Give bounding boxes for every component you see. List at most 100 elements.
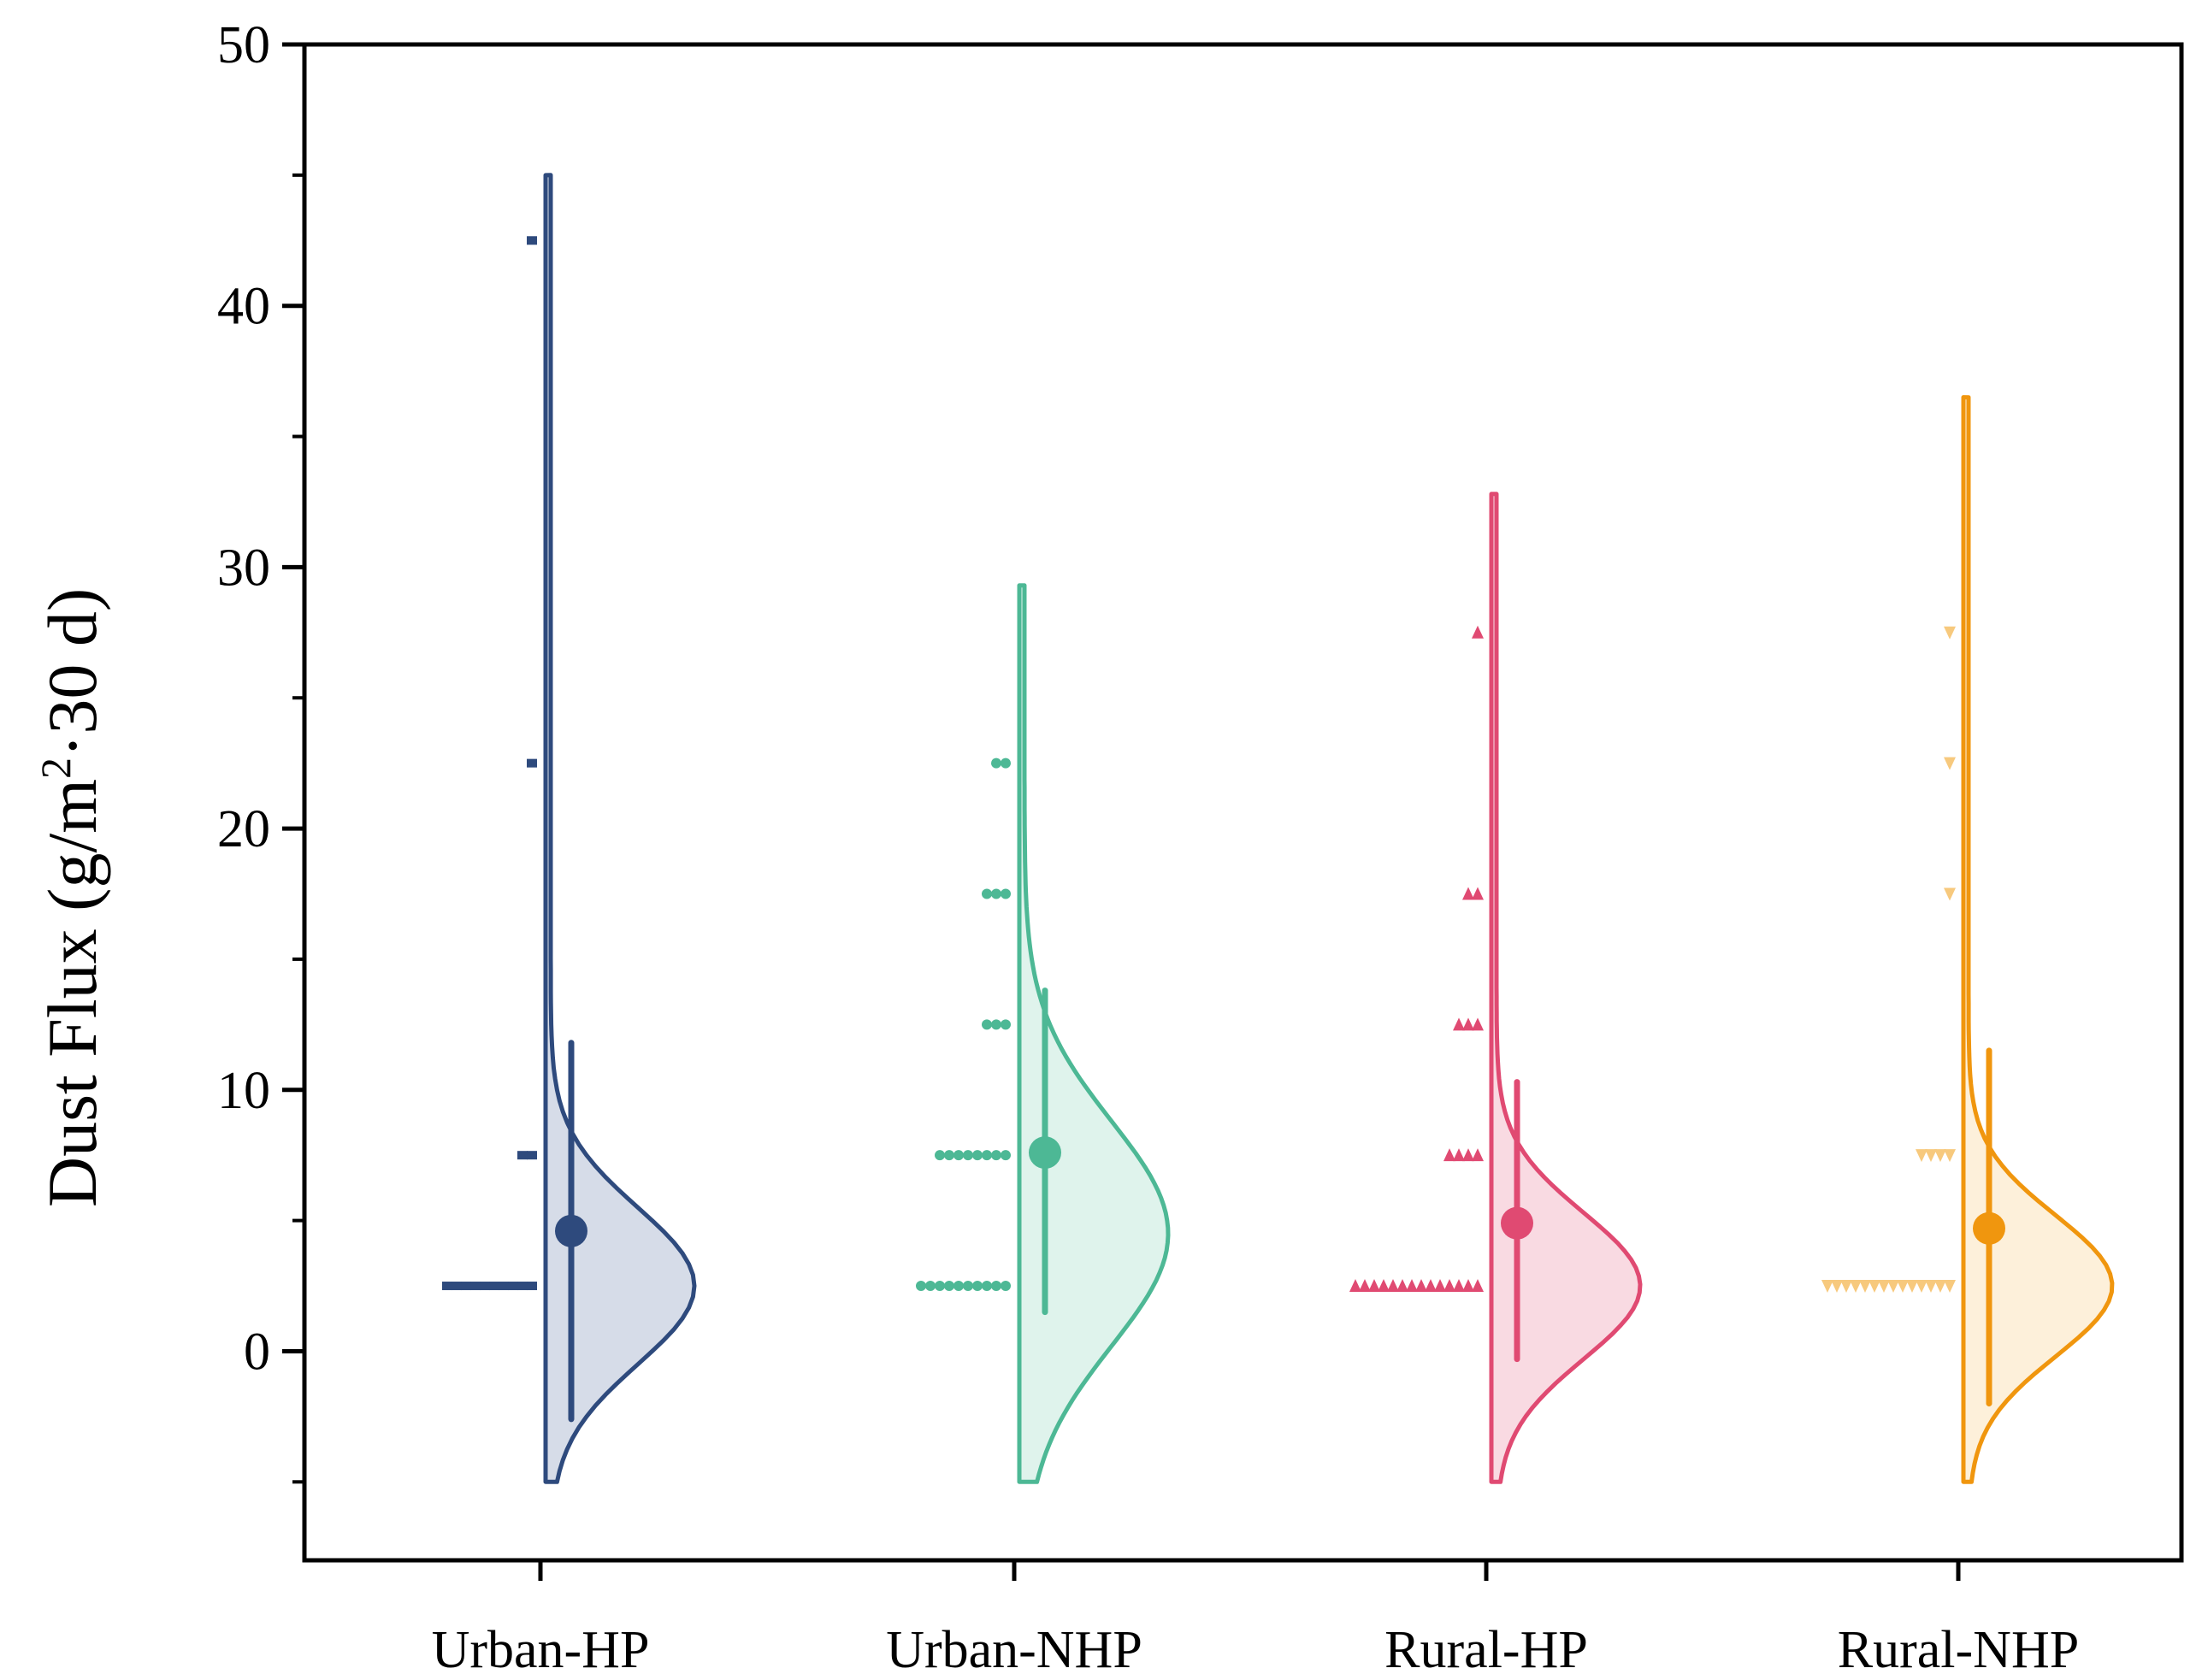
data-point — [499, 1282, 509, 1291]
data-point — [489, 1282, 499, 1291]
data-point — [991, 1019, 1001, 1030]
x-tick-label: Rural-HP — [1384, 1621, 1588, 1679]
violin-group-urban-nhp — [916, 583, 1171, 1484]
y-tick-label: 50 — [217, 16, 270, 74]
data-point — [470, 1282, 481, 1291]
data-point — [1396, 1279, 1408, 1293]
data-point — [527, 236, 537, 245]
data-point — [935, 1281, 945, 1292]
data-point — [527, 1151, 537, 1160]
data-point — [1443, 1148, 1455, 1162]
violin-group-rural-nhp — [1821, 395, 2115, 1484]
data-point — [1406, 1279, 1418, 1293]
data-point — [1472, 1017, 1484, 1031]
data-point — [982, 1281, 992, 1292]
violin-group-rural-hp — [1349, 492, 1643, 1484]
data-point — [916, 1281, 926, 1292]
data-point — [944, 1150, 954, 1161]
y-axis-title-end: ·30 d) — [33, 588, 111, 757]
y-tick-label: 40 — [217, 278, 270, 336]
data-point — [1859, 1280, 1871, 1294]
data-point — [527, 1282, 537, 1291]
data-point — [1443, 1279, 1455, 1293]
data-point — [944, 1281, 954, 1292]
data-point — [1472, 1148, 1484, 1162]
data-point — [1462, 1017, 1474, 1031]
data-point — [1462, 1279, 1474, 1293]
data-point — [972, 1281, 983, 1292]
violin-groups — [442, 173, 2115, 1484]
data-point — [1349, 1279, 1361, 1293]
data-point — [517, 1282, 528, 1291]
mean-point — [1029, 1136, 1061, 1170]
data-point — [925, 1281, 936, 1292]
violin-shape — [1961, 395, 2115, 1484]
data-point — [1925, 1149, 1937, 1163]
data-point — [527, 758, 537, 768]
data-point — [452, 1282, 462, 1291]
data-point — [1472, 887, 1484, 900]
x-tick-label: Urban-NHP — [886, 1621, 1142, 1679]
data-point — [1831, 1280, 1843, 1294]
data-point — [1916, 1280, 1927, 1294]
data-point — [480, 1282, 490, 1291]
data-point — [935, 1150, 945, 1161]
y-tick-label: 30 — [217, 539, 270, 597]
data-point — [1944, 1149, 1956, 1163]
data-point — [1462, 887, 1474, 900]
data-point — [1472, 625, 1484, 639]
data-point — [963, 1281, 973, 1292]
data-point — [461, 1282, 471, 1291]
data-point — [508, 1282, 518, 1291]
y-tick-label: 10 — [217, 1062, 270, 1120]
plot-frame — [302, 42, 2184, 1563]
y-tick-label: 20 — [217, 800, 270, 858]
violin-group-urban-hp — [442, 173, 697, 1484]
y-axis-title-main: Dust Flux (g/m — [33, 779, 111, 1207]
data-point — [1434, 1279, 1446, 1293]
data-point — [963, 1150, 973, 1161]
data-point — [1897, 1280, 1909, 1294]
data-point — [1001, 888, 1011, 899]
data-point — [1906, 1280, 1918, 1294]
data-point — [972, 1150, 983, 1161]
mean-point — [1973, 1211, 2005, 1245]
data-point — [1850, 1280, 1862, 1294]
data-point — [1368, 1279, 1380, 1293]
data-point — [1934, 1280, 1946, 1294]
data-point — [1359, 1279, 1371, 1293]
data-point — [1425, 1279, 1437, 1293]
data-point — [1944, 1280, 1956, 1294]
x-tick-label: Rural-NHP — [1838, 1621, 2079, 1679]
data-point — [1840, 1280, 1852, 1294]
mean-point — [555, 1214, 587, 1247]
x-axis: Urban-HP Urban-NHP Rural-HP Rural-NHP — [432, 1560, 2079, 1679]
x-tick-label: Urban-HP — [432, 1621, 650, 1679]
data-point — [953, 1281, 964, 1292]
y-axis: 0 10 20 30 40 50 — [217, 16, 304, 1484]
data-point — [1453, 1148, 1465, 1162]
data-point — [1462, 1148, 1474, 1162]
y-tick-label: 0 — [244, 1323, 270, 1381]
data-point — [1453, 1279, 1465, 1293]
y-axis-title-superscript: 2 — [32, 757, 80, 779]
mean-point — [1501, 1206, 1533, 1240]
data-point — [1878, 1280, 1890, 1294]
data-point — [991, 888, 1001, 899]
data-point — [982, 888, 992, 899]
data-point — [1934, 1149, 1946, 1163]
data-point — [1868, 1280, 1880, 1294]
data-point — [1944, 626, 1956, 640]
data-point — [1944, 757, 1956, 770]
data-point — [1472, 1279, 1484, 1293]
violin-shape — [1017, 583, 1171, 1484]
data-point — [1925, 1280, 1937, 1294]
data-point — [982, 1019, 992, 1030]
data-point — [1001, 1281, 1011, 1292]
data-point — [1001, 1019, 1011, 1030]
data-point — [1944, 887, 1956, 901]
data-point — [1001, 1150, 1011, 1161]
data-point — [1453, 1017, 1465, 1031]
data-point — [982, 1150, 992, 1161]
data-point — [991, 1281, 1001, 1292]
